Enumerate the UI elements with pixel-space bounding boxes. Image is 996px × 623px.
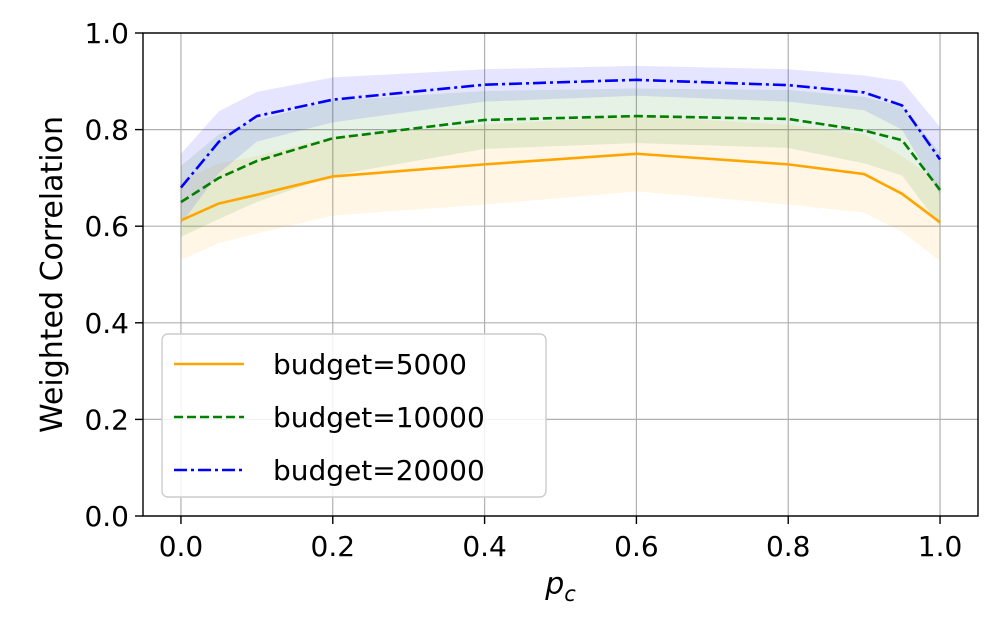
- confidence-band-budget=20000: [180, 65, 941, 224]
- y-tick-label: 0.0: [84, 500, 129, 533]
- series-line-budget=20000: [179, 78, 942, 189]
- x-axis-label-base: p: [544, 567, 564, 602]
- legend-box: [161, 333, 547, 498]
- x-tick-label: 0.0: [159, 530, 204, 563]
- series-line-budget=10000: [180, 114, 942, 204]
- x-axis-label-subscript: c: [564, 582, 576, 606]
- legend-label: budget=20000: [273, 454, 485, 487]
- legend-label: budget=5000: [273, 348, 467, 381]
- legend: budget=5000 budget=10000 budget=20000: [161, 333, 547, 498]
- x-tick-label: 0.2: [311, 530, 356, 563]
- y-axis-label: Weighted Correlation: [35, 116, 70, 433]
- legend-label: budget=10000: [273, 401, 485, 434]
- x-axis-label: pc: [544, 567, 576, 606]
- x-tick-label: 0.8: [766, 530, 811, 563]
- y-tick-label: 0.2: [84, 403, 129, 436]
- confidence-bands: [180, 65, 941, 261]
- confidence-band-budget=10000: [180, 88, 941, 237]
- axes: 0.0 0.2 0.4 0.6 0.8 1.0 0.0 0.2 0.4 0.6 0.8 1.0 pc We…: [35, 17, 979, 606]
- x-tick-label: 0.6: [614, 530, 659, 563]
- y-tick-label: 0.8: [84, 114, 129, 147]
- series-line-budget=5000: [180, 152, 941, 224]
- y-tick-label: 0.4: [84, 307, 129, 340]
- plot-frame: [142, 32, 979, 517]
- y-tick-label: 0.6: [84, 210, 129, 243]
- confidence-band-budget=5000: [180, 116, 941, 261]
- x-tick-label: 1.0: [918, 530, 963, 563]
- y-tick-label: 1.0: [84, 17, 129, 50]
- x-tick-label: 0.4: [462, 530, 507, 563]
- series-lines: [179, 78, 942, 224]
